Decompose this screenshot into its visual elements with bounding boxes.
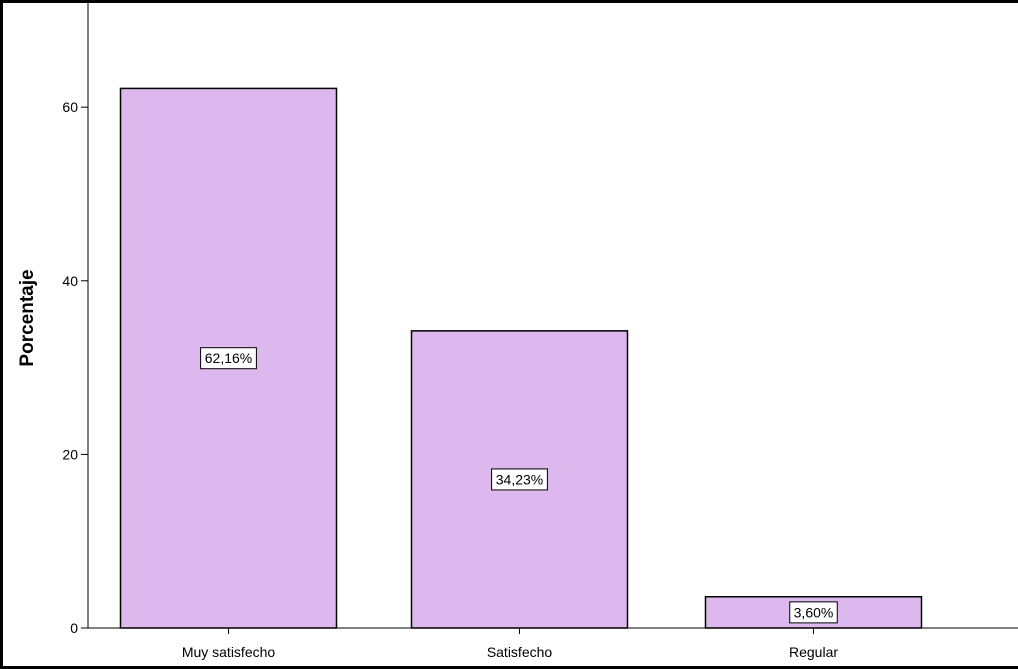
y-axis-title: Porcentaje [17, 269, 38, 366]
data-label-0: 62,16% [205, 350, 252, 366]
x-tick-label-0: Muy satisfecho [182, 644, 276, 660]
x-tick-label-1: Satisfecho [487, 644, 553, 660]
data-label-box-2 [789, 601, 838, 624]
y-tick-label-60: 60 [62, 99, 78, 115]
labels-layer: 62,16% 34,23% 3,60% [200, 347, 838, 624]
data-label-2: 3,60% [794, 604, 834, 620]
y-tick-label-40: 40 [62, 273, 78, 289]
y-tick-label-20: 20 [62, 446, 78, 462]
data-label-box-0 [200, 347, 257, 370]
data-label-box-1 [491, 468, 548, 491]
x-tick-label-2: Regular [789, 644, 838, 660]
y-tick-label-0: 0 [70, 620, 78, 636]
data-label-1: 34,23% [496, 471, 543, 487]
